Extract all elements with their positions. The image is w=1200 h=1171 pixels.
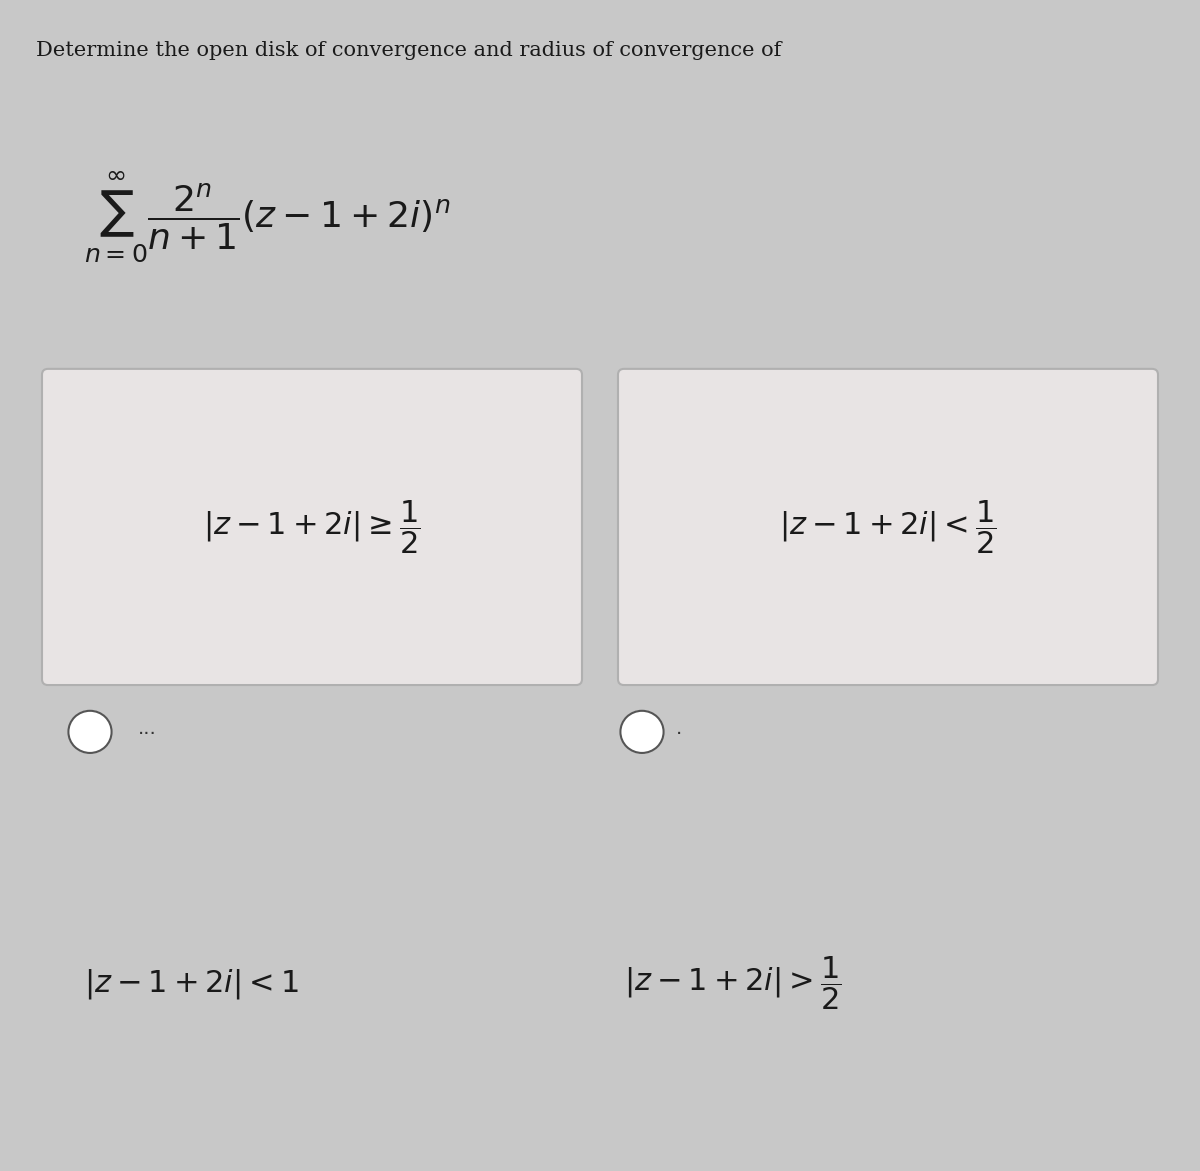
Circle shape: [620, 711, 664, 753]
FancyBboxPatch shape: [618, 369, 1158, 685]
Text: .: .: [676, 719, 682, 738]
Text: Determine the open disk of convergence and radius of convergence of: Determine the open disk of convergence a…: [36, 41, 781, 60]
Text: $|z - 1 + 2i| < 1$: $|z - 1 + 2i| < 1$: [84, 966, 299, 1001]
Text: $|z - 1 + 2i| > \dfrac{1}{2}$: $|z - 1 + 2i| > \dfrac{1}{2}$: [624, 954, 841, 1013]
Text: $|z - 1 + 2i| \geq \dfrac{1}{2}$: $|z - 1 + 2i| \geq \dfrac{1}{2}$: [203, 498, 421, 556]
Circle shape: [68, 711, 112, 753]
FancyBboxPatch shape: [42, 369, 582, 685]
Text: $\sum_{n=0}^{\infty} \dfrac{2^n}{n+1}(z - 1 + 2i)^n$: $\sum_{n=0}^{\infty} \dfrac{2^n}{n+1}(z …: [84, 170, 450, 265]
Text: ...: ...: [138, 719, 157, 738]
Text: $|z - 1 + 2i| < \dfrac{1}{2}$: $|z - 1 + 2i| < \dfrac{1}{2}$: [779, 498, 997, 556]
